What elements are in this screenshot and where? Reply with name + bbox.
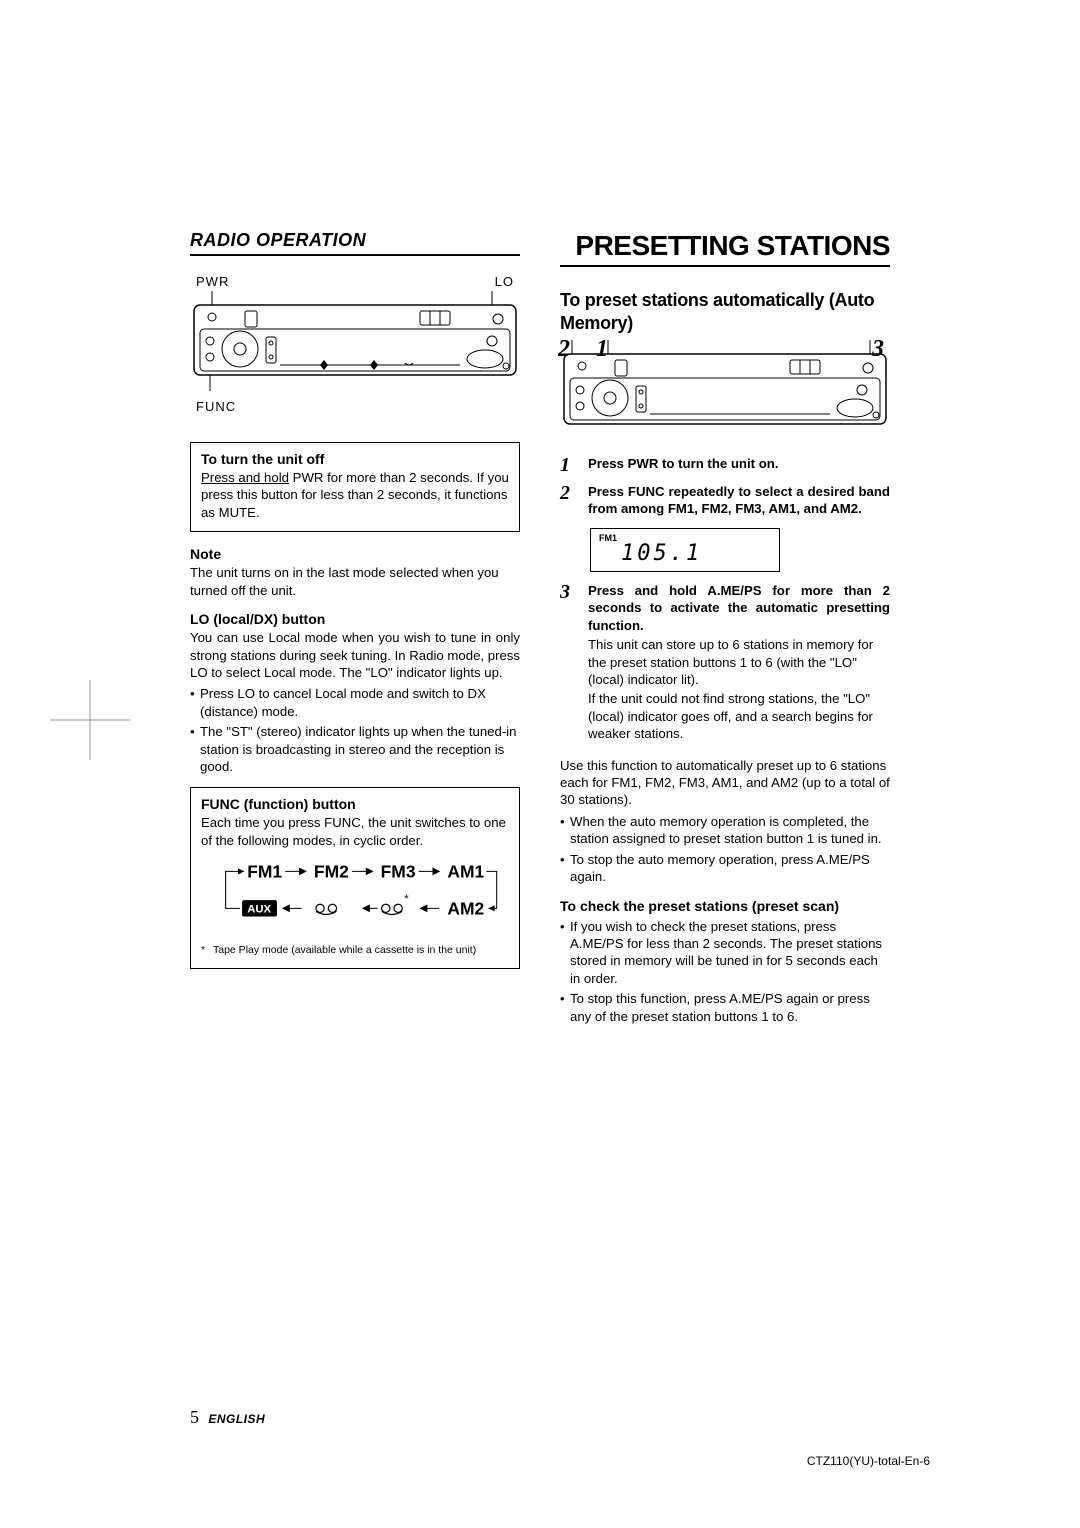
svg-text:FM3: FM3: [381, 862, 416, 882]
step-3-line1: This unit can store up to 6 stations in …: [588, 636, 890, 688]
usage-bullet-2: To stop the auto memory operation, press…: [560, 851, 890, 886]
svg-text:FM2: FM2: [314, 862, 349, 882]
document-id: CTZ110(YU)-total-En-6: [807, 1454, 930, 1468]
step-1: 1 Press PWR to turn the unit on.: [560, 455, 890, 475]
func-intro: Each time you press FUNC, the unit switc…: [201, 814, 509, 849]
check-bullets: If you wish to check the preset stations…: [560, 918, 890, 1026]
func-box: FUNC (function) button Each time you pre…: [190, 787, 520, 968]
page-footer: 5 ENGLISH: [190, 1407, 265, 1428]
label-func: FUNC: [196, 399, 236, 414]
note-title: Note: [190, 546, 520, 562]
display-freq: 105.1: [621, 543, 771, 565]
svg-text:AUX: AUX: [247, 904, 271, 916]
turn-off-box: To turn the unit off Press and hold PWR …: [190, 442, 520, 532]
usage-bullets: When the auto memory operation is comple…: [560, 813, 890, 886]
radio-diagram-left: PWR LO: [190, 274, 520, 416]
main-title: PRESETTING STATIONS: [560, 230, 890, 267]
svg-text:FM1: FM1: [247, 862, 282, 882]
lo-bullet-1: Press LO to cancel Local mode and switch…: [190, 685, 520, 720]
func-title: FUNC (function) button: [201, 796, 509, 812]
svg-text:AM1: AM1: [447, 862, 484, 882]
usage-text: Use this function to automatically prese…: [560, 757, 890, 809]
lo-title: LO (local/DX) button: [190, 611, 520, 627]
page-number: 5: [190, 1407, 199, 1427]
func-cycle-svg: FM1 FM2 FM3 AM1 AM2: [201, 857, 509, 929]
page-language: ENGLISH: [208, 1412, 265, 1426]
step-3-bold: Press and hold A.ME/PS for more than 2 s…: [588, 582, 890, 634]
step-num-3: 3: [560, 582, 578, 743]
steps-list: 1 Press PWR to turn the unit on. 2 Press…: [560, 455, 890, 518]
turn-off-underline: Press and hold: [201, 470, 289, 485]
turn-off-text: Press and hold PWR for more than 2 secon…: [201, 469, 509, 521]
step-num-1: 1: [560, 455, 578, 475]
manual-page: RADIO OPERATION PWR LO: [190, 230, 890, 1028]
right-column: PRESETTING STATIONS To preset stations a…: [560, 230, 890, 1028]
section-title: RADIO OPERATION: [190, 230, 520, 256]
pointer-1: 1: [596, 336, 608, 363]
step-3: 3 Press and hold A.ME/PS for more than 2…: [560, 582, 890, 743]
radio-faceplate-svg: [190, 291, 520, 391]
lo-bullets: Press LO to cancel Local mode and switch…: [190, 685, 520, 775]
lo-text: You can use Local mode when you wish to …: [190, 629, 520, 681]
step-3-line2: If the unit could not find strong statio…: [588, 690, 890, 742]
func-asterisk-note: Tape Play mode (available while a casset…: [201, 944, 509, 958]
step-1-text: Press PWR to turn the unit on.: [588, 456, 779, 471]
radio-diagram-right: 2 1 3: [560, 340, 890, 445]
pointer-2: 2: [558, 336, 570, 363]
pointer-3: 3: [872, 336, 884, 363]
check-title: To check the preset stations (preset sca…: [560, 898, 890, 914]
svg-text:AM2: AM2: [447, 899, 484, 919]
label-pwr: PWR: [196, 274, 229, 289]
step-2-text: Press FUNC repeatedly to select a desire…: [588, 484, 890, 516]
check-bullet-2: To stop this function, press A.ME/PS aga…: [560, 990, 890, 1025]
label-lo: LO: [495, 274, 514, 289]
turn-off-rest: PWR for more than 2 seconds.: [289, 470, 473, 485]
check-bullet-1: If you wish to check the preset stations…: [560, 918, 890, 988]
note-text: The unit turns on in the last mode selec…: [190, 564, 520, 599]
radio-faceplate-svg-2: [560, 340, 890, 440]
left-column: RADIO OPERATION PWR LO: [190, 230, 520, 1028]
svg-text:*: *: [404, 893, 409, 905]
lcd-display: FM1 105.1: [590, 528, 780, 572]
step-2: 2 Press FUNC repeatedly to select a desi…: [560, 483, 890, 518]
step-num-2: 2: [560, 483, 578, 518]
lo-bullet-2: The "ST" (stereo) indicator lights up wh…: [190, 723, 520, 775]
usage-bullet-1: When the auto memory operation is comple…: [560, 813, 890, 848]
subheading: To preset stations automatically (Auto M…: [560, 289, 890, 334]
turn-off-title: To turn the unit off: [201, 451, 509, 467]
